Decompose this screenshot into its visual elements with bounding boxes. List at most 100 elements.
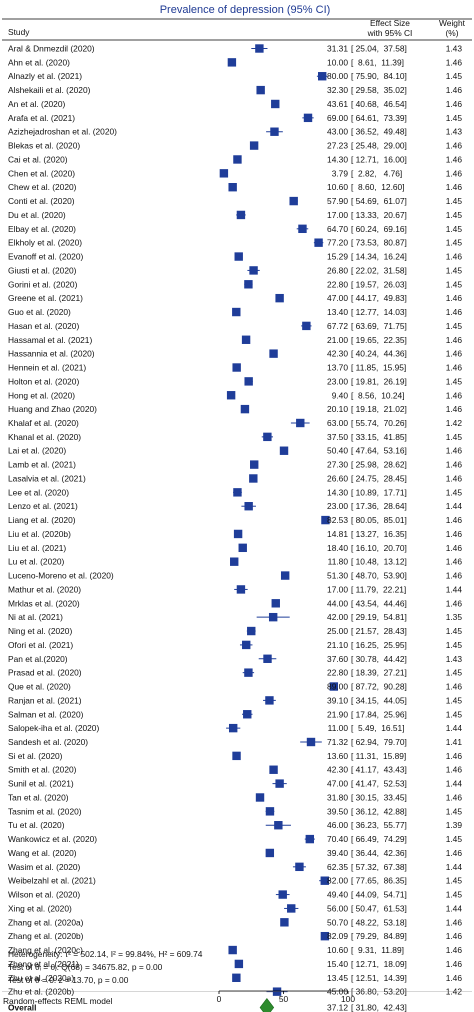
study-row: Gorini et al. (2020) 22.80[ 19.57, 26.03]… [8, 279, 462, 289]
effect-marker [244, 502, 253, 511]
study-row: Holton et al. (2020) 23.00[ 19.81, 26.19]… [8, 376, 462, 386]
study-row: Ranjan et al. (2021) 39.10[ 34.15, 44.05]… [8, 695, 462, 705]
effect-value: 25.00 [327, 626, 348, 636]
effect-marker [234, 959, 244, 969]
weight-value: 1.46 [446, 682, 463, 692]
study-row: Si et al. (2020) 13.60[ 11.31, 15.89] 1.46 [8, 751, 462, 761]
effect-marker [249, 141, 259, 150]
effect-value: 27.23 [327, 141, 348, 151]
ci-value: [ 25.98, 28.62] [351, 460, 407, 470]
ci-value: [ 36.52, 49.48] [351, 127, 407, 137]
weight-value: 1.46 [446, 959, 463, 969]
ci-value: [ 25.04, 37.58] [351, 44, 407, 54]
weight-value: 1.46 [446, 945, 463, 955]
ci-value: [ 12.51, 14.39] [351, 973, 407, 983]
effect-value: 27.30 [327, 460, 348, 470]
effect-marker [296, 418, 305, 428]
effect-marker [233, 488, 242, 497]
effect-value: 47.00 [327, 779, 348, 789]
effect-value: 22.80 [327, 668, 348, 678]
study-label: Lai et al. (2020) [8, 446, 66, 456]
study-row: Wilson et al. (2020) 49.40[ 44.09, 54.71]… [8, 890, 462, 900]
weight-value: 1.46 [446, 571, 463, 581]
study-row: Hasan et al. (2020) 67.72[ 63.69, 71.75] 1… [8, 321, 462, 331]
ci-value: [ 17.36, 28.64] [351, 501, 407, 511]
effect-value: 26.60 [327, 473, 348, 483]
weight-value: 1.45 [446, 113, 463, 123]
study-label: Ni at al. (2021) [8, 612, 63, 622]
effect-value: 14.81 [327, 529, 348, 539]
ci-value: [ 12.71, 18.09] [351, 959, 407, 969]
study-row: Lu et al. (2020) 11.80[ 10.48, 13.12] 1.46 [8, 557, 462, 567]
study-label: Elkholy et al. (2020) [8, 238, 82, 248]
homogeneity-test: Test of θᵢ = θⱼ: Q(68) = 34675.82, p = 0… [8, 962, 163, 972]
overall-label: Overall [8, 1003, 36, 1012]
study-row: Arafa et al. (2021) 69.00[ 64.61, 73.39] 1… [8, 113, 462, 123]
study-row: Azizhejadroshan et al. (2020) 43.00[ 36.5… [8, 127, 462, 137]
effect-marker [243, 710, 252, 719]
weight-value: 1.44 [446, 723, 463, 733]
study-row: Alnazly et al. (2021) 80.00[ 75.90, 84.10… [8, 71, 462, 81]
ci-value: [ 13.33, 20.67] [351, 210, 407, 220]
effect-marker [280, 918, 289, 927]
effect-value: 64.70 [327, 224, 348, 234]
weight-value: 1.45 [446, 640, 463, 650]
weight-value: 1.45 [446, 890, 463, 900]
ci-value: [ 11.85, 15.95] [351, 363, 406, 373]
ci-value: [ 41.17, 43.43] [351, 765, 407, 775]
study-row: Wang et al. (2020) 39.40[ 36.44, 42.36] 1.… [8, 848, 462, 858]
effect-value: 37.50 [327, 432, 348, 442]
weight-value: 1.46 [446, 765, 463, 775]
study-label: Holton et al. (2020) [8, 376, 79, 386]
study-row: Hassamal et al. (2021) 21.00[ 19.65, 22.3… [8, 335, 462, 345]
ci-value: [ 44.17, 49.83] [351, 293, 407, 303]
effect-marker [272, 987, 282, 996]
study-row: Guo et al. (2020) 13.40[ 12.77, 14.03] 1.4… [8, 307, 462, 317]
ci-value: [ 30.78, 44.42] [351, 654, 407, 664]
ci-value: [ 77.65, 86.35] [351, 876, 407, 886]
ci-value: [ 36.23, 55.77] [351, 820, 407, 830]
study-label: Zheng et al. (2021) [8, 959, 79, 969]
weight-value: 1.39 [446, 820, 463, 830]
study-row: Lasalvia et al. (2021) 26.60[ 24.75, 28.4… [8, 473, 462, 483]
study-row: Hong et al. (2020) 9.40[ 8.56, 10.24] 1.46 [8, 390, 462, 400]
ci-value: [ 75.90, 84.10] [351, 71, 407, 81]
study-label: Elbay et al. (2020) [8, 224, 76, 234]
study-row: Elkholy et al. (2020) 77.20[ 73.53, 80.87… [8, 238, 462, 248]
ci-value: [ 64.61, 73.39] [351, 113, 407, 123]
effect-value: 42.00 [327, 612, 348, 622]
effect-value: 70.40 [327, 834, 348, 844]
effect-marker [289, 196, 298, 206]
effect-value: 77.20 [327, 238, 348, 248]
effect-value: 82.53 [327, 515, 348, 525]
effect-value: 26.80 [327, 265, 348, 275]
study-label: Mrklas et al. (2020) [8, 598, 80, 608]
effect-marker [329, 682, 339, 691]
study-label: Cai et al. (2020) [8, 154, 68, 164]
ci-value: [ 11.31, 15.89] [351, 751, 406, 761]
ci-value: [ 62.94, 79.70] [351, 737, 407, 747]
weight-value: 1.46 [446, 182, 463, 192]
weight-value: 1.46 [446, 973, 463, 983]
effect-value: 44.00 [327, 598, 348, 608]
effect-marker [305, 834, 315, 844]
effect-value: 46.00 [327, 820, 348, 830]
ci-value: [ 16.25, 25.95] [351, 640, 407, 650]
study-row: Liu et al. (2021) 18.40[ 16.10, 20.70] 1.4… [8, 543, 462, 553]
effect-value: 15.40 [327, 959, 348, 969]
effect-marker [238, 543, 247, 553]
weight-value: 1.46 [446, 252, 463, 262]
study-row: Ofori et al. (2021) 21.10[ 16.25, 25.95] 1… [8, 640, 462, 650]
study-label: Huang and Zhao (2020) [8, 404, 97, 414]
ci-value: [ 36.12, 42.88] [351, 806, 407, 816]
study-row: Chew et al. (2020) 10.60[ 8.60, 12.60] 1.4… [8, 182, 462, 192]
weight-value: 1.45 [446, 876, 463, 886]
ci-value: [ 16.10, 20.70] [351, 543, 407, 553]
weight-value: 1.46 [446, 598, 463, 608]
effect-marker [250, 460, 259, 469]
weight-value: 1.45 [446, 210, 463, 220]
effect-marker [314, 238, 323, 247]
study-label: Ofori et al. (2021) [8, 640, 73, 650]
effect-marker [265, 807, 275, 816]
study-label: Wilson et al. (2020) [8, 890, 80, 900]
